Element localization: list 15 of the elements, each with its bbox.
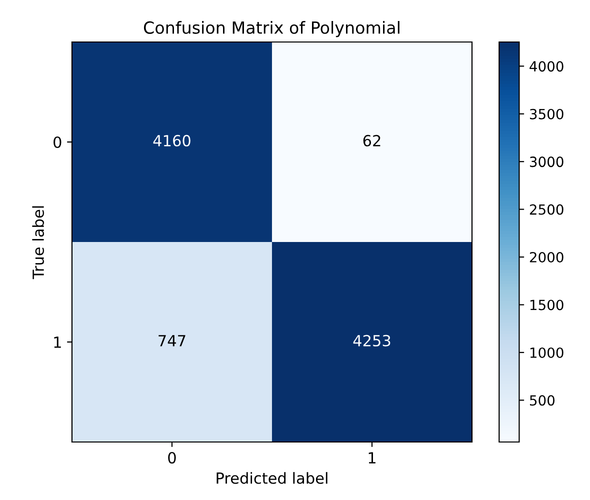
color-bar-label: 3500 — [530, 108, 564, 120]
color-bar-label: 2500 — [530, 204, 564, 215]
data-label: 62 — [363, 134, 380, 146]
color-bar-label: 3000 — [530, 156, 564, 168]
color-bar-label: 500 — [530, 395, 555, 406]
data-label: 4160 — [153, 134, 190, 146]
y-axis-title: True label — [32, 206, 44, 280]
data-label: 747 — [158, 335, 186, 346]
color-bar-label: 1000 — [530, 347, 564, 358]
x-axis-title: Predicted label — [216, 472, 328, 484]
color-bar-label: 4000 — [530, 61, 564, 72]
data-label: 4253 — [353, 334, 390, 346]
chart-title: Confusion Matrix of Polynomial — [144, 21, 400, 38]
color-bar-label: 2000 — [530, 252, 564, 263]
color-bar-label: 1500 — [530, 300, 564, 310]
